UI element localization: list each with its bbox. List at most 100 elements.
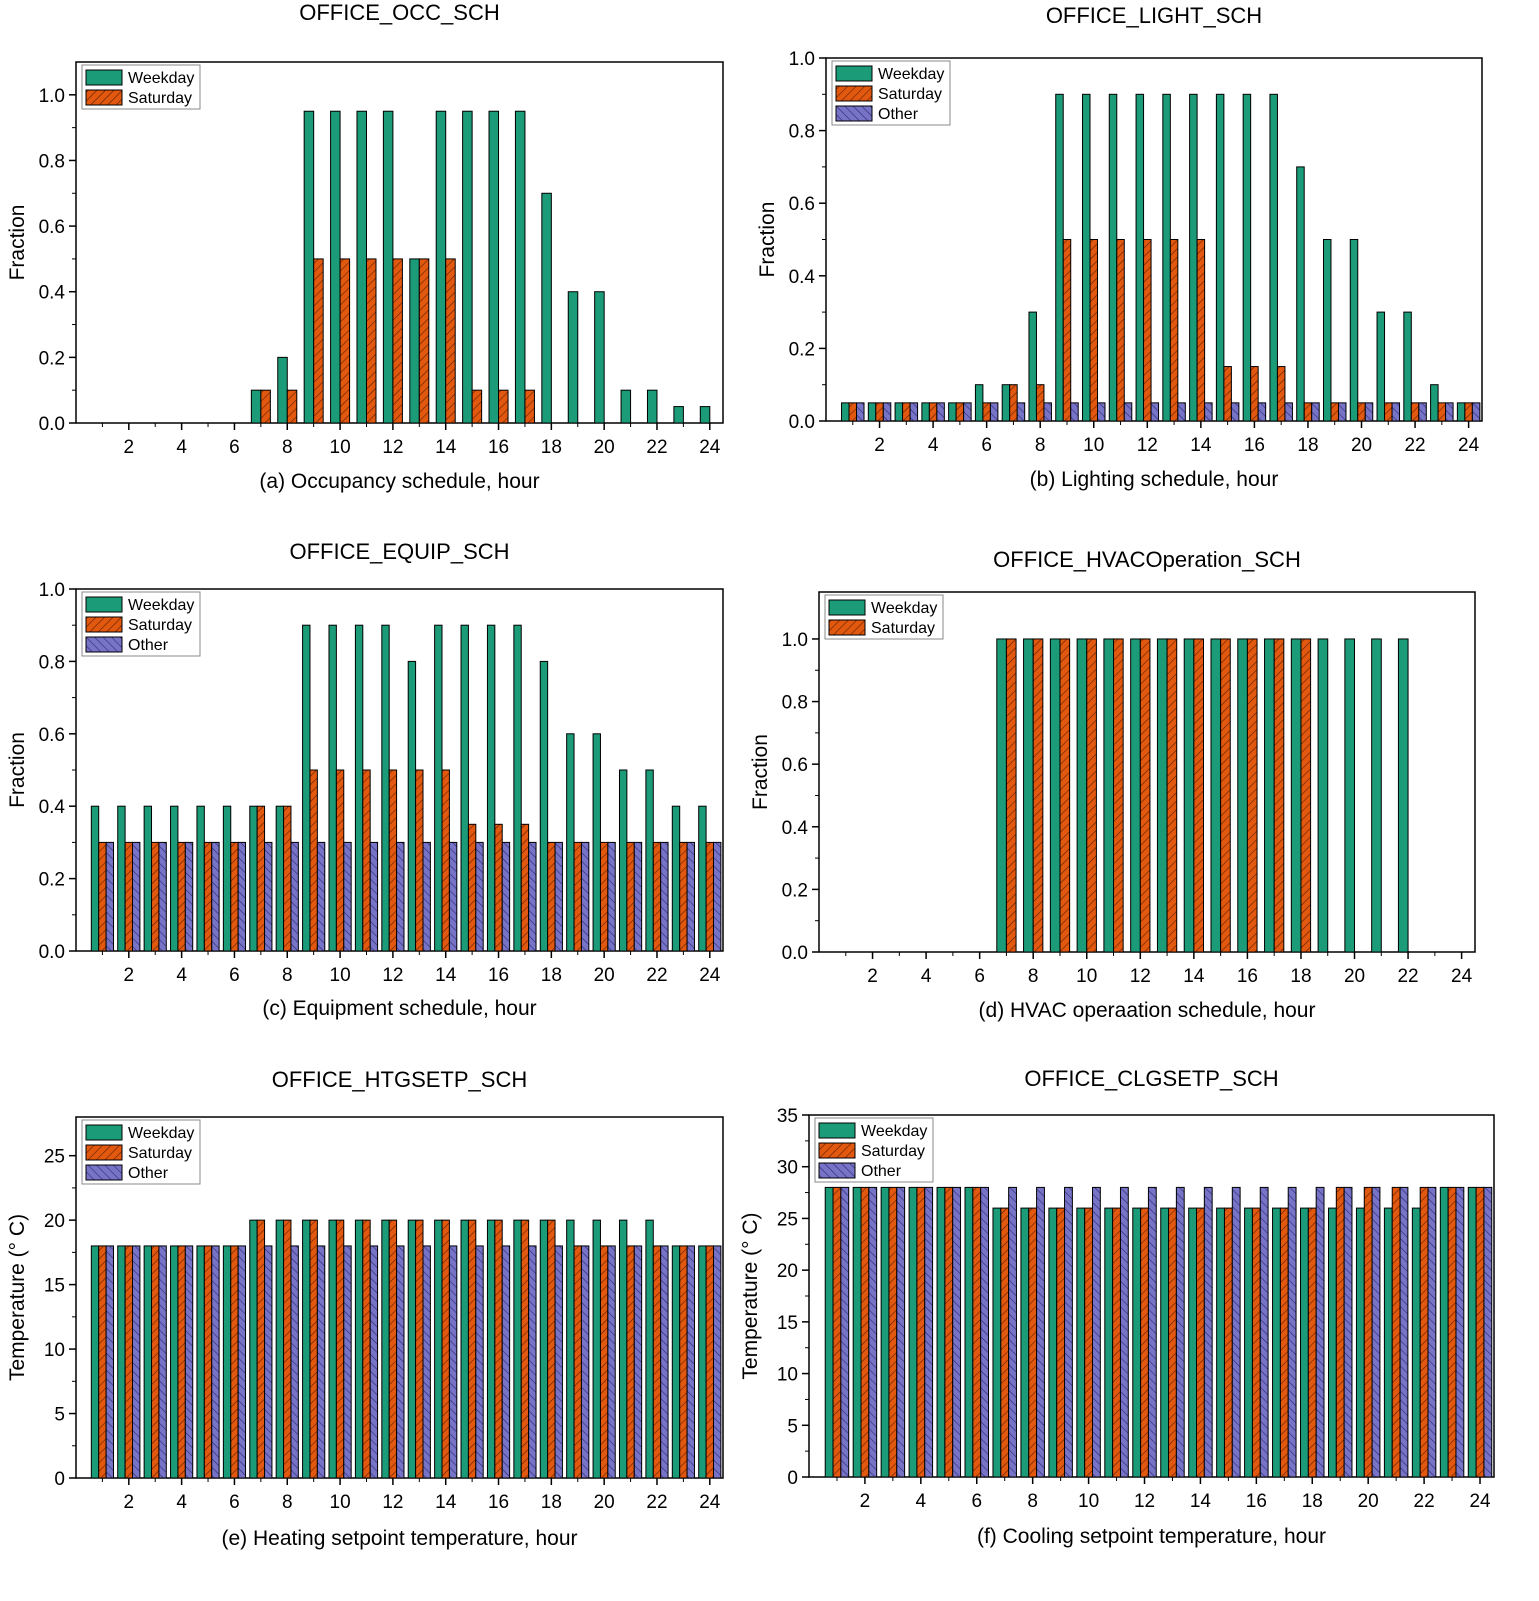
bar-weekday-h18 <box>1300 1207 1309 1478</box>
bar-weekday-h12 <box>382 110 394 424</box>
bar-weekday-h15 <box>1210 638 1222 953</box>
x-tick-label: 24 <box>699 437 721 458</box>
bar-weekday-h20 <box>592 1219 601 1479</box>
bar-weekday-h24 <box>1456 402 1466 422</box>
bar-saturday-h8 <box>286 389 298 424</box>
bar-saturday-h22 <box>1410 402 1420 422</box>
bar-weekday-h11 <box>354 1219 364 1479</box>
x-tick-label: 6 <box>971 1491 982 1512</box>
bar-other-h4 <box>184 1245 194 1479</box>
bar-saturday-h5 <box>955 402 965 422</box>
bar-other-h20 <box>1364 402 1374 422</box>
bar-saturday-h23 <box>679 841 688 952</box>
x-axis-label: (a) Occupancy schedule, hour <box>259 470 539 493</box>
bar-saturday-h10 <box>335 769 345 952</box>
y-tick-label: 0.8 <box>782 693 808 714</box>
x-tick-label: 6 <box>229 965 240 986</box>
bar-saturday-h4 <box>177 841 186 952</box>
bar-saturday-h11 <box>362 1219 371 1479</box>
bar-weekday-h22 <box>1403 311 1412 422</box>
bar-saturday-h9 <box>313 258 324 424</box>
bar-weekday-h17 <box>513 1219 522 1479</box>
bar-saturday-h5 <box>203 841 213 952</box>
bar-other-h2 <box>132 841 141 952</box>
bar-saturday-h22 <box>652 1245 662 1479</box>
x-tick-label: 20 <box>594 437 615 458</box>
bar-other-h14 <box>1203 1186 1213 1478</box>
bar-weekday-h4 <box>908 1186 918 1478</box>
bar-saturday-h3 <box>888 1186 898 1478</box>
bar-weekday-h5 <box>196 805 205 952</box>
bar-saturday-h17 <box>524 389 535 424</box>
x-tick-label: 16 <box>488 965 509 986</box>
x-tick-label: 12 <box>382 437 403 458</box>
bar-saturday-h16 <box>494 823 503 952</box>
x-tick-label: 12 <box>1130 966 1151 987</box>
bar-other-h16 <box>1259 1186 1269 1478</box>
bar-saturday-h9 <box>309 1219 318 1479</box>
bar-weekday-h21 <box>1371 638 1382 953</box>
bar-weekday-h12 <box>1132 1207 1142 1478</box>
bar-weekday-h23 <box>673 406 684 424</box>
bar-saturday-h13 <box>415 1219 424 1479</box>
x-tick-label: 8 <box>282 1492 293 1513</box>
legend-label-weekday: Weekday <box>128 70 194 87</box>
bar-weekday-h4 <box>921 402 930 422</box>
x-tick-label: 22 <box>646 965 667 986</box>
bar-weekday-h17 <box>1269 93 1278 422</box>
x-tick-label: 4 <box>916 1491 927 1512</box>
legend-swatch-weekday <box>85 1124 123 1141</box>
y-tick-label: 0.6 <box>39 725 65 746</box>
bar-other-h21 <box>1399 1186 1409 1478</box>
bar-other-h9 <box>1070 402 1079 422</box>
bar-weekday-h8 <box>1020 1207 1030 1478</box>
bar-weekday-h14 <box>434 624 443 952</box>
bar-saturday-h18 <box>547 1219 556 1479</box>
bar-other-h3 <box>896 1186 906 1478</box>
bar-other-h15 <box>1230 402 1240 422</box>
bar-other-h13 <box>422 841 431 952</box>
legend: Weekday Saturday Other <box>81 591 201 657</box>
x-tick-label: 18 <box>541 437 562 458</box>
bar-saturday-h7 <box>260 389 271 424</box>
y-tick-label: 10 <box>777 1365 798 1386</box>
bar-other-h20 <box>607 1245 616 1479</box>
bar-saturday-h17 <box>520 1219 530 1479</box>
bar-weekday-h2 <box>117 805 126 952</box>
bar-saturday-h20 <box>1357 402 1366 422</box>
bar-weekday-h16 <box>486 1219 496 1479</box>
bar-other-h10 <box>1092 1186 1101 1478</box>
bar-weekday-h14 <box>1188 1207 1198 1478</box>
legend-label-saturday: Saturday <box>871 620 935 637</box>
bar-weekday-h22 <box>645 1219 654 1479</box>
bar-saturday-h13 <box>418 258 430 424</box>
bar-weekday-h20 <box>1344 638 1356 953</box>
legend-label-saturday: Saturday <box>128 1145 192 1162</box>
bar-weekday-h19 <box>1322 239 1332 422</box>
bar-saturday-h4 <box>177 1245 186 1479</box>
bar-saturday-h16 <box>1251 1207 1261 1478</box>
bar-other-h11 <box>369 841 379 952</box>
x-tick-label: 2 <box>124 437 135 458</box>
bar-saturday-h8 <box>1035 384 1045 422</box>
legend-label-other: Other <box>878 106 919 123</box>
bar-weekday-h21 <box>1383 1207 1393 1478</box>
bar-weekday-h4 <box>170 1245 179 1479</box>
y-tick-label: 1.0 <box>782 630 808 651</box>
bar-saturday-h13 <box>1166 638 1178 953</box>
bar-other-h17 <box>1287 1186 1297 1478</box>
x-tick-label: 2 <box>874 435 885 456</box>
x-tick-label: 8 <box>282 965 293 986</box>
bar-saturday-h7 <box>256 1219 266 1479</box>
y-tick-label: 1.0 <box>789 49 815 70</box>
x-axis-label: (d) HVAC operaation schedule, hour <box>979 999 1316 1022</box>
y-tick-label: 0.2 <box>782 880 808 901</box>
bar-weekday-h17 <box>514 110 526 424</box>
bar-saturday-h16 <box>498 389 509 424</box>
x-tick-label: 10 <box>1076 966 1097 987</box>
bar-saturday-h19 <box>573 841 582 952</box>
bar-weekday-h22 <box>1411 1207 1421 1478</box>
bar-weekday-h22 <box>645 769 654 952</box>
y-axis-label: Fraction <box>756 202 779 278</box>
